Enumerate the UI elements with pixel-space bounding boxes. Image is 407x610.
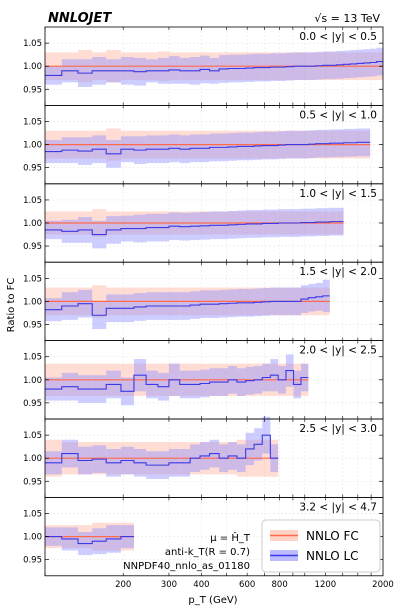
x-tick-label: 2000 <box>372 580 394 590</box>
x-axis: 200 300 400 600 800 1200 2000 <box>115 580 394 590</box>
legend: NNLO FC NNLO LC <box>261 519 381 573</box>
panel-label: 1.5 < |y| < 2.0 <box>299 266 377 278</box>
legend-box <box>261 519 381 573</box>
y-tick-label: 0.95 <box>23 242 42 252</box>
y-tick-label: 0.95 <box>23 477 42 487</box>
panel-0: 1.05 1.00 0.95 0.0 < |y| < 0.5 <box>23 26 384 106</box>
lc-step-line <box>45 434 279 466</box>
lc-step-line <box>45 61 383 76</box>
y-tick-label: 0.95 <box>23 85 42 95</box>
panel-label: 0.5 < |y| < 1.0 <box>299 109 377 121</box>
y-tick-label: 1.00 <box>23 454 42 464</box>
scale-annotation: μ = Ĥ_T <box>210 531 251 544</box>
lc-step-line <box>45 295 330 316</box>
y-tick-label: 1.05 <box>23 353 42 363</box>
y-tick-label: 1.05 <box>23 118 42 128</box>
x-tick-label: 200 <box>115 580 131 590</box>
panel-2: 1.05 1.00 0.95 1.0 < |y| < 1.5 <box>23 183 384 263</box>
y-tick-label: 1.05 <box>23 274 42 284</box>
y-tick-label: 0.95 <box>23 164 42 174</box>
logo: NNLOJET <box>48 11 112 26</box>
y-tick-label: 1.05 <box>23 39 42 49</box>
x-axis-label: p_T (GeV) <box>188 595 237 606</box>
y-tick-label: 1.00 <box>23 62 42 72</box>
y-tick-label: 1.05 <box>23 196 42 206</box>
panel-label: 0.0 < |y| < 0.5 <box>299 31 377 43</box>
legend-fc-label: NNLO FC <box>306 529 359 543</box>
x-tick-label: 1200 <box>315 580 337 590</box>
lc-step-line <box>45 536 134 545</box>
panel-3: 1.05 1.00 0.95 1.5 < |y| < 2.0 <box>23 261 384 342</box>
panel-5: 1.05 1.00 0.95 2.5 < |y| < 3.0 <box>23 416 384 498</box>
y-axis-label: Ratio to FC <box>6 278 17 333</box>
energy-label: √s = 13 TeV <box>314 12 380 25</box>
x-tick-label: 400 <box>193 580 209 590</box>
x-tick-label: 800 <box>272 580 288 590</box>
y-tick-label: 1.00 <box>23 533 42 543</box>
jet-annotation: anti-k_T(R = 0.7) <box>165 547 250 558</box>
panel-label: 2.5 < |y| < 3.0 <box>299 423 377 435</box>
panel-1: 1.05 1.00 0.95 0.5 < |y| < 1.0 <box>23 105 384 185</box>
y-tick-label: 1.00 <box>23 297 42 307</box>
y-tick-label: 0.95 <box>23 556 42 566</box>
y-tick-label: 0.95 <box>23 399 42 409</box>
y-tick-label: 0.95 <box>23 320 42 330</box>
lc-step-line <box>45 141 371 155</box>
y-tick-label: 1.05 <box>23 431 42 441</box>
x-tick-label: 600 <box>239 580 255 590</box>
y-tick-label: 1.00 <box>23 376 42 386</box>
y-tick-label: 1.00 <box>23 141 42 151</box>
panel-4: 1.05 1.00 0.95 2.0 < |y| < 2.5 <box>23 340 384 420</box>
panels-group: 1.05 1.00 0.95 0.0 < |y| < 0.5 1.05 1.00 0.95 0… <box>23 26 384 577</box>
panel-label: 2.0 < |y| < 2.5 <box>299 345 377 357</box>
pdf-annotation: NNPDF40_nnlo_as_01180 <box>123 561 250 572</box>
panel-label: 1.0 < |y| < 1.5 <box>299 188 377 200</box>
legend-lc-label: NNLO LC <box>306 549 359 563</box>
lc-step-line <box>45 221 344 236</box>
lc-step-line <box>45 370 309 392</box>
y-tick-label: 1.05 <box>23 510 42 520</box>
y-tick-label: 1.00 <box>23 219 42 229</box>
panel-label: 3.2 < |y| < 4.7 <box>299 501 377 513</box>
x-tick-label: 300 <box>161 580 177 590</box>
